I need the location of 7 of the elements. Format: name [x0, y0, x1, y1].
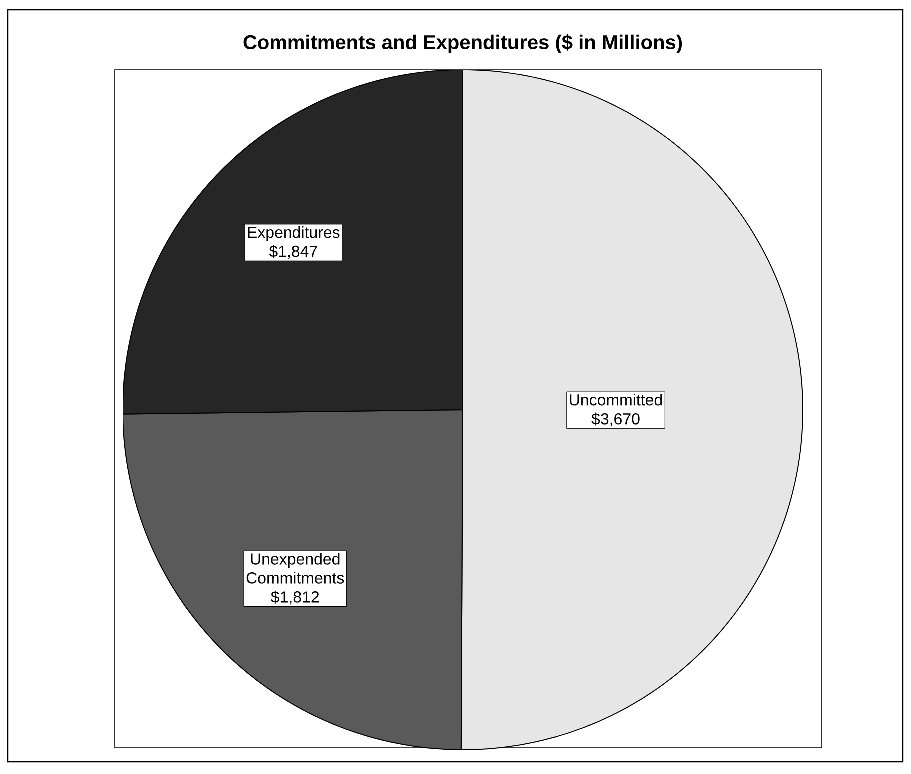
data-label: $1,812	[271, 590, 320, 605]
slice-label: Uncommitted	[570, 394, 662, 406]
slice-label: Unexpended Commitments	[246, 553, 344, 584]
chart-title: Commitments and Expenditures ($ in Millions)	[244, 34, 682, 54]
slice-label: Expenditures	[248, 226, 340, 242]
data-label: $1,847	[269, 245, 318, 260]
data-label: $3,670	[592, 412, 640, 427]
